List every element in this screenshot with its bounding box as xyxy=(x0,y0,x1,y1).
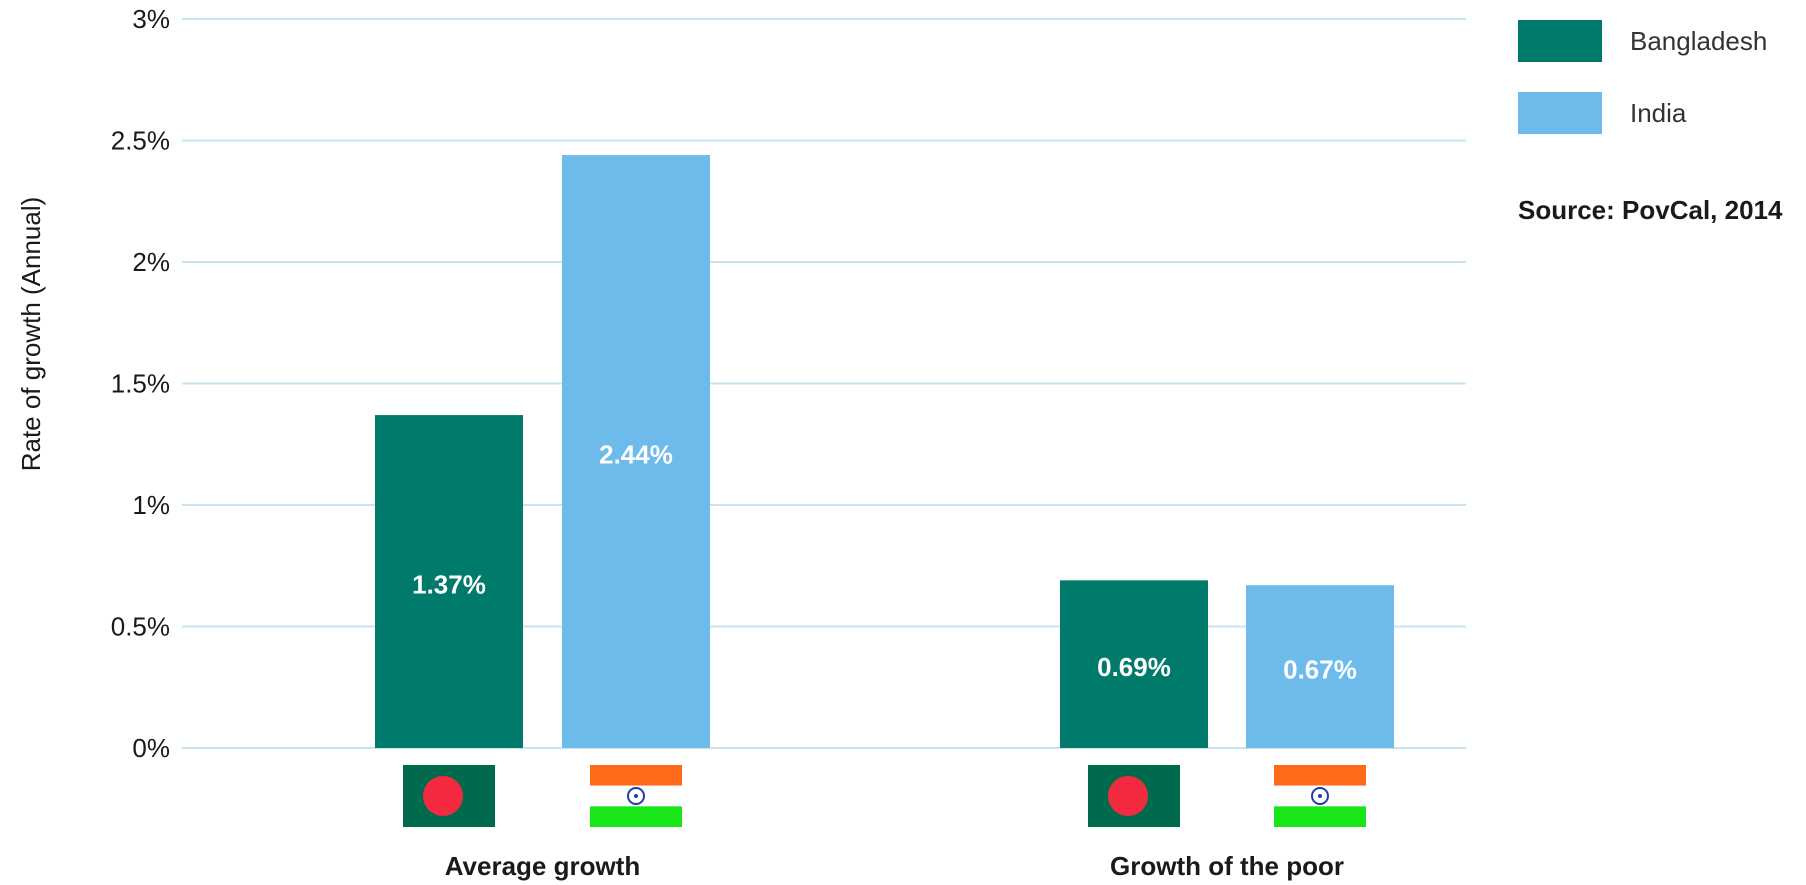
source-note: Source: PovCal, 2014 xyxy=(1518,195,1783,225)
bangladesh-flag xyxy=(1088,765,1180,827)
x-category-label: Average growth xyxy=(445,851,641,881)
data-label: 0.67% xyxy=(1283,655,1357,685)
y-tick-label: 0% xyxy=(132,733,170,763)
india-flag xyxy=(590,765,682,827)
bangladesh-flag xyxy=(403,765,495,827)
legend-label-india: India xyxy=(1630,98,1687,128)
category-labels: Average growth Growth of the poor xyxy=(445,851,1344,881)
bar-bangladesh-average-growth xyxy=(375,415,523,748)
x-category-label: Growth of the poor xyxy=(1110,851,1344,881)
bars: 1.37% 2.44% 0.69% 0.67% xyxy=(375,155,1394,748)
legend-swatch-bangladesh xyxy=(1518,20,1602,62)
y-tick-label: 2.5% xyxy=(111,126,170,156)
data-label: 0.69% xyxy=(1097,652,1171,682)
bar-india-growth-of-the-poor xyxy=(1246,585,1394,748)
data-label: 2.44% xyxy=(599,440,673,470)
y-axis-title: Rate of growth (Annual) xyxy=(16,197,46,472)
y-axis-ticks: 0% 0.5% 1% 1.5% 2% 2.5% 3% xyxy=(111,4,170,763)
legend-swatch-india xyxy=(1518,92,1602,134)
y-tick-label: 2% xyxy=(132,247,170,277)
legend-label-bangladesh: Bangladesh xyxy=(1630,26,1767,56)
india-flag xyxy=(1274,765,1366,827)
y-tick-label: 0.5% xyxy=(111,612,170,642)
y-tick-label: 3% xyxy=(132,4,170,34)
y-tick-label: 1% xyxy=(132,490,170,520)
bar-bangladesh-growth-of-the-poor xyxy=(1060,580,1208,748)
bar-india-average-growth xyxy=(562,155,710,748)
y-tick-label: 1.5% xyxy=(111,369,170,399)
legend: Bangladesh India xyxy=(1518,20,1767,134)
data-label: 1.37% xyxy=(412,570,486,600)
flags xyxy=(403,765,1366,827)
